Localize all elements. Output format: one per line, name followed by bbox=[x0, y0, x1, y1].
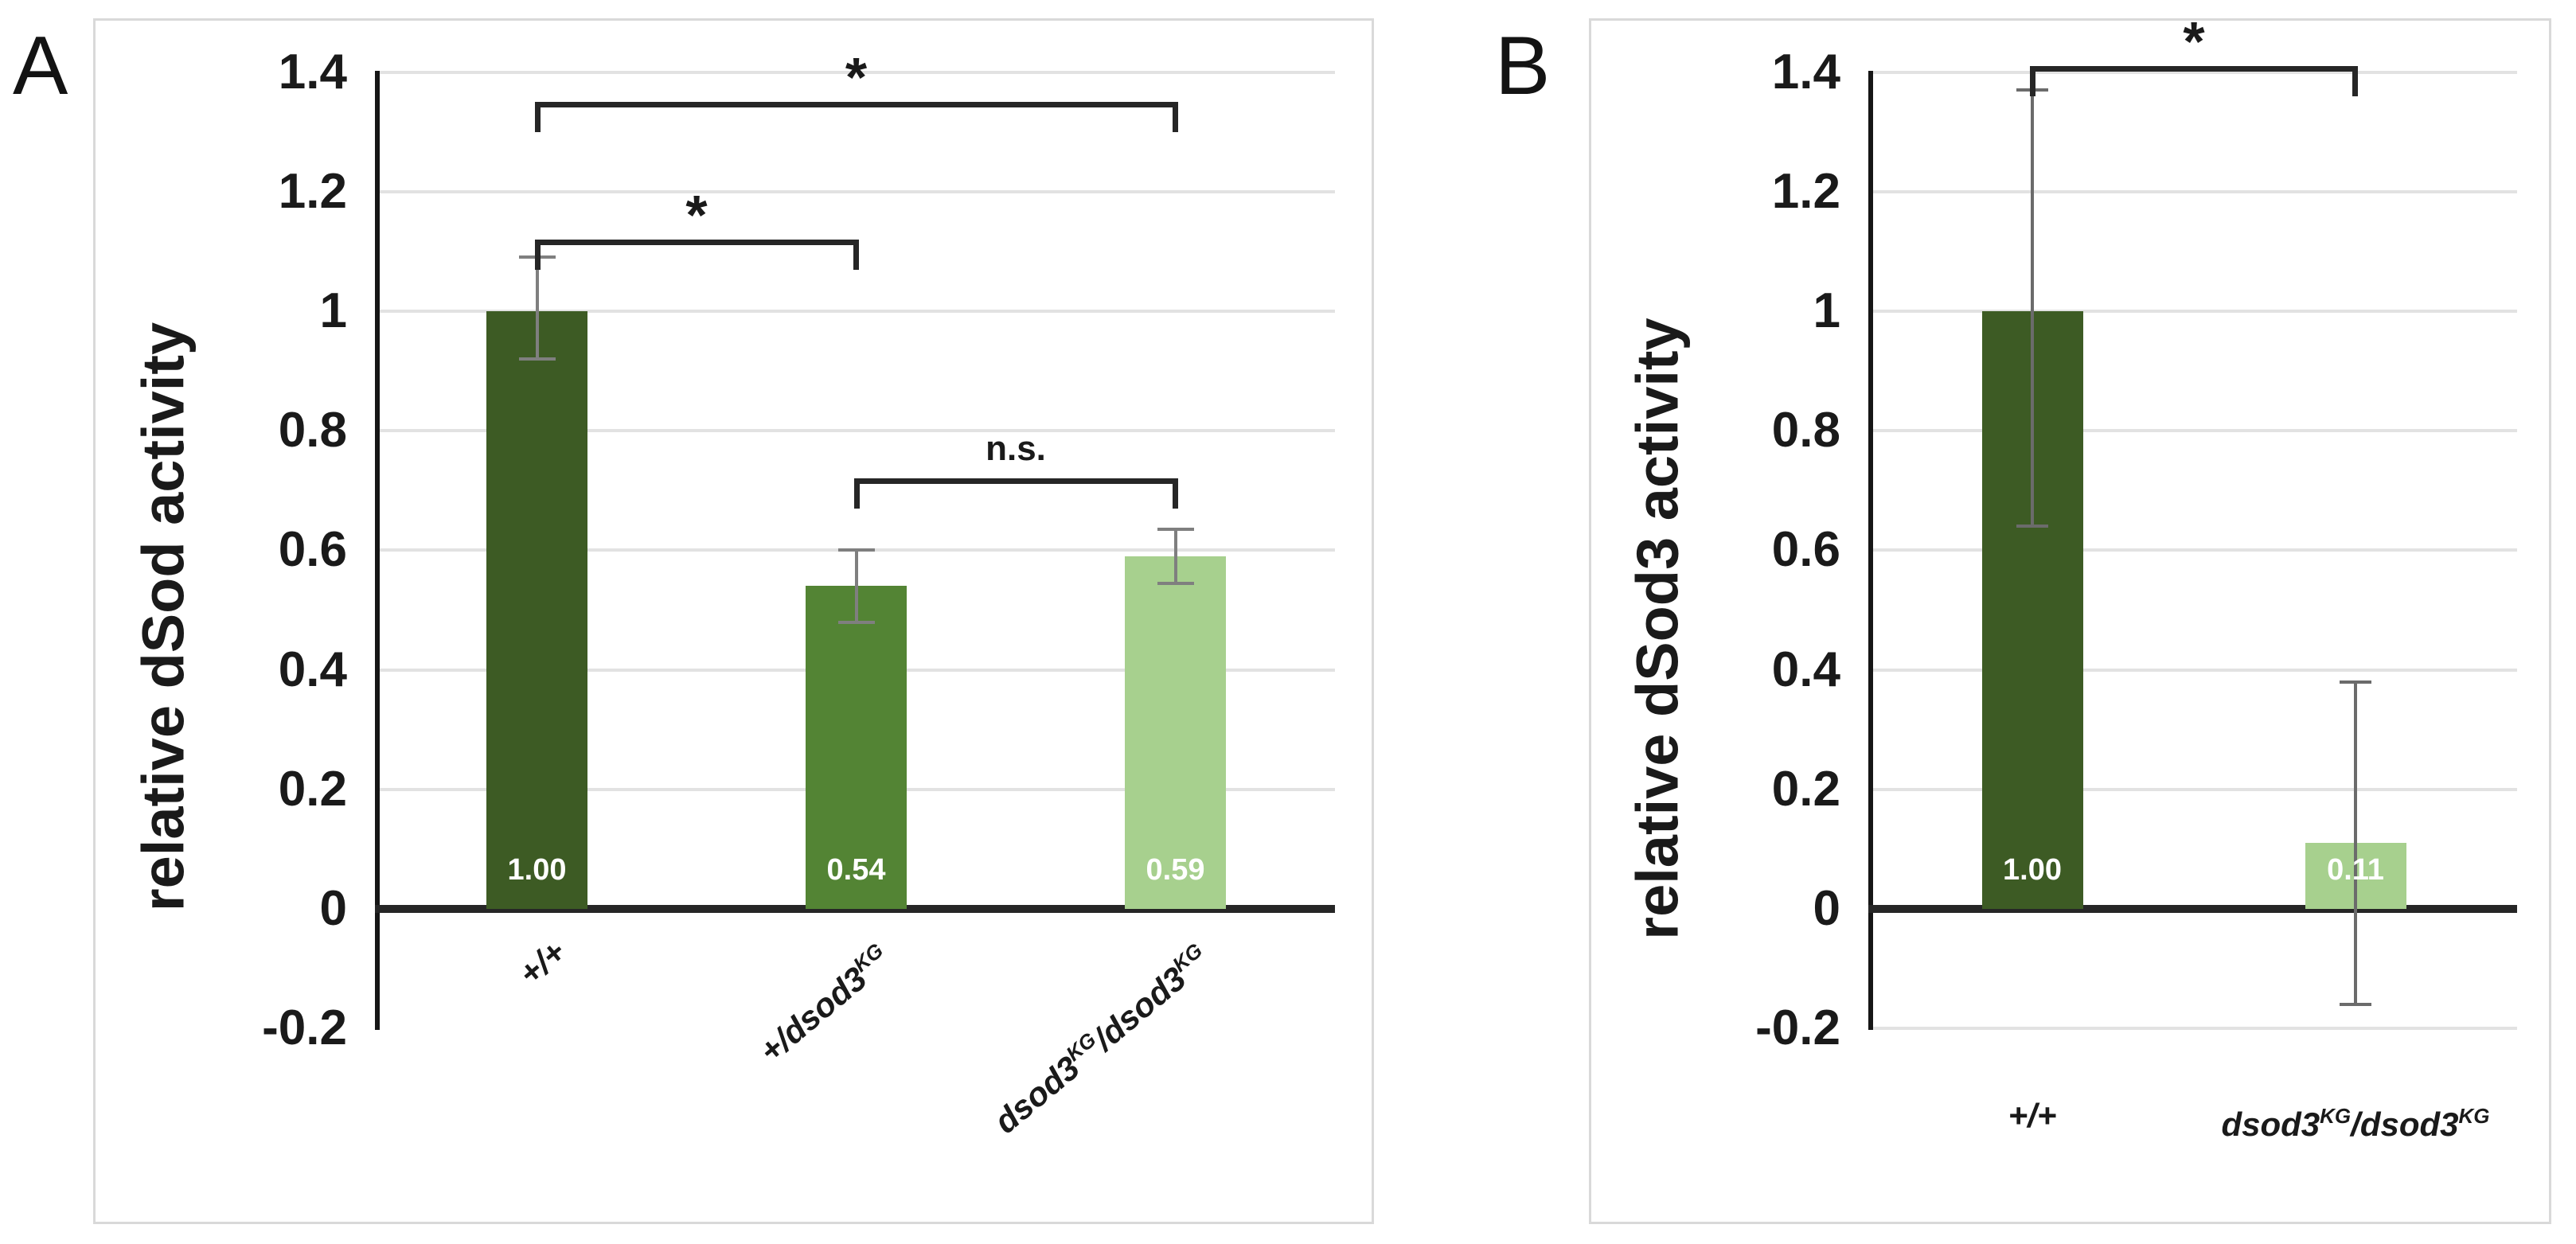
error-bar-cap-bottom bbox=[837, 620, 875, 624]
gridline-0.8 bbox=[377, 429, 1335, 433]
gridline-0.2 bbox=[1871, 787, 2517, 791]
allele-label: /dsod3 bbox=[2351, 1106, 2459, 1143]
error-bar-cap-bottom bbox=[518, 357, 556, 361]
panel-letter-B: B bbox=[1495, 20, 1551, 112]
gridline-1.2 bbox=[377, 189, 1335, 193]
error-bar-+/+ bbox=[535, 257, 539, 360]
y-tick-label-0.6: 0.6 bbox=[1771, 522, 1840, 578]
y-tick-label-1.4: 1.4 bbox=[278, 44, 347, 99]
significance-label: n.s. bbox=[986, 429, 1046, 469]
y-tick-label--0.2: -0.2 bbox=[262, 1000, 347, 1056]
gridline--0.2 bbox=[1871, 1027, 2517, 1031]
error-bar-dsod3^KG/dsod3^KG bbox=[2354, 681, 2357, 1005]
error-bar-cap-bottom bbox=[1157, 581, 1194, 585]
gridline-1 bbox=[377, 310, 1335, 313]
y-tick-label-0.2: 0.2 bbox=[1771, 761, 1840, 817]
bar-+/dsod3^KG bbox=[806, 586, 907, 909]
y-tick-label-1.2: 1.2 bbox=[278, 163, 347, 219]
y-tick-label-0.4: 0.4 bbox=[278, 641, 347, 697]
significance-bracket-+/+-vs-dsod3^KG/dsod3^KG bbox=[2030, 66, 2358, 97]
y-tick-label-0.4: 0.4 bbox=[1771, 641, 1840, 697]
error-bar-cap-bottom bbox=[2016, 525, 2048, 528]
y-tick-label--0.2: -0.2 bbox=[1755, 1000, 1840, 1056]
gridline-0.4 bbox=[1871, 668, 2517, 672]
gridline-1.4 bbox=[377, 70, 1335, 74]
gridline-1.4 bbox=[1871, 70, 2517, 74]
panel-letter-A: A bbox=[13, 20, 68, 112]
error-bar-cap-top bbox=[2340, 680, 2371, 684]
y-tick-label-1.2: 1.2 bbox=[1771, 163, 1840, 219]
significance-label: * bbox=[685, 183, 708, 246]
bar-value-label: 0.11 bbox=[2327, 853, 2384, 887]
bar-+/+ bbox=[486, 311, 587, 909]
y-tick-label-1: 1 bbox=[1813, 283, 1840, 338]
y-tick-label-0.2: 0.2 bbox=[278, 761, 347, 817]
y-tick-label-0: 0 bbox=[1813, 881, 1840, 936]
error-bar-+/+ bbox=[2031, 90, 2034, 527]
allele-label: dsod3 bbox=[2221, 1106, 2320, 1143]
gridline-0.6 bbox=[1871, 548, 2517, 552]
bar-dsod3^KG/dsod3^KG bbox=[1125, 556, 1226, 909]
error-bar-cap-bottom bbox=[2340, 1003, 2371, 1007]
x-axis-zero-line bbox=[1868, 905, 2517, 913]
y-axis-line bbox=[1868, 70, 1873, 1031]
allele-label: +/+ bbox=[2008, 1097, 2057, 1134]
y-tick-label-0: 0 bbox=[319, 881, 347, 936]
gridline-0.8 bbox=[1871, 429, 2517, 433]
bar-value-label: 1.00 bbox=[2003, 853, 2062, 887]
x-tick-label-dsod3^KG/dsod3^KG: dsod3KG/dsod3KG bbox=[2029, 1097, 2576, 1144]
y-tick-label-0.6: 0.6 bbox=[278, 522, 347, 578]
bar-value-label: 1.00 bbox=[507, 853, 567, 887]
error-bar-cap-top bbox=[1157, 528, 1194, 532]
error-bar-cap-top bbox=[837, 548, 875, 552]
x-axis-zero-line bbox=[375, 905, 1335, 913]
error-bar-dsod3^KG/dsod3^KG bbox=[1173, 529, 1177, 583]
x-tick-label-+/+: +/+ bbox=[1706, 1097, 2359, 1135]
y-axis-line bbox=[375, 70, 380, 1031]
bar-value-label: 0.59 bbox=[1146, 853, 1205, 887]
y-tick-label-0.8: 0.8 bbox=[1771, 403, 1840, 458]
y-tick-label-0.8: 0.8 bbox=[278, 403, 347, 458]
significance-bracket-+/dsod3^KG-vs-dsod3^KG/dsod3^KG bbox=[853, 478, 1178, 509]
y-tick-label-1.4: 1.4 bbox=[1771, 44, 1840, 99]
superscript-allele-label: KG bbox=[2320, 1104, 2352, 1128]
significance-bracket-+/+-vs-dsod3^KG/dsod3^KG bbox=[534, 102, 1178, 133]
significance-label: * bbox=[845, 46, 868, 109]
superscript-allele-label: KG bbox=[2458, 1104, 2490, 1128]
y-tick-label-1: 1 bbox=[319, 283, 347, 338]
error-bar-+/dsod3^KG bbox=[854, 550, 858, 622]
gridline-1.2 bbox=[1871, 189, 2517, 193]
significance-label: * bbox=[2183, 10, 2205, 73]
bar-value-label: 0.54 bbox=[826, 853, 886, 887]
gridline-1 bbox=[1871, 310, 2517, 313]
significance-bracket-+/+-vs-+/dsod3^KG bbox=[534, 239, 859, 270]
